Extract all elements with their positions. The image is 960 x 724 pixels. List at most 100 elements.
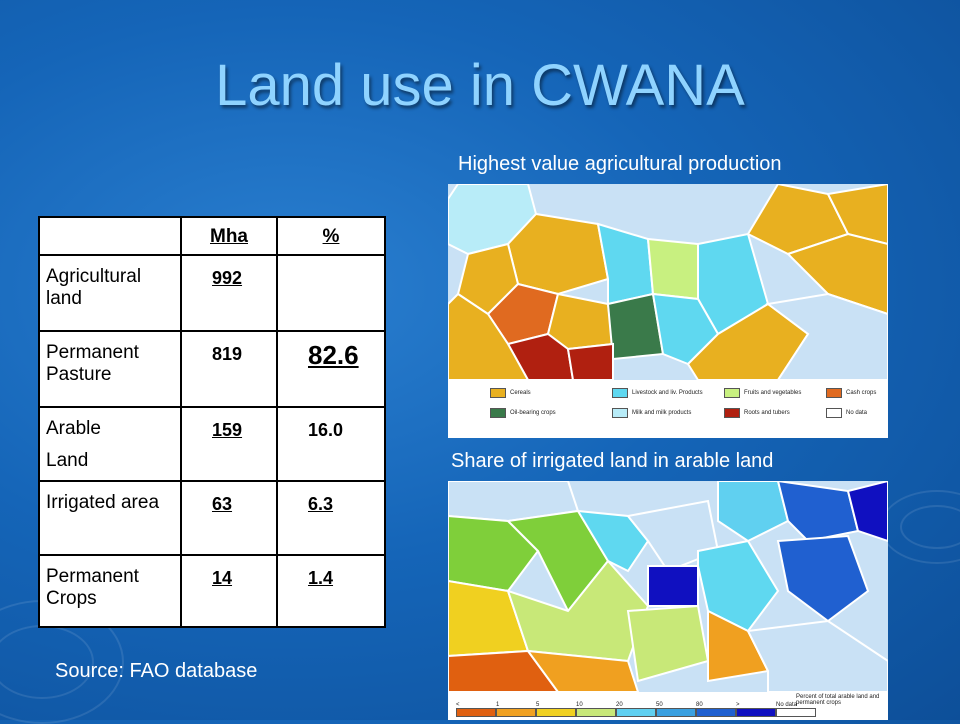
row-pct: 1.4 (276, 554, 386, 628)
legend-swatch (724, 388, 740, 398)
map-region (846, 481, 888, 543)
legend-label: Fruits and vegetables (744, 390, 802, 396)
map1-regions (448, 184, 888, 381)
scale-label: > (736, 702, 740, 708)
scale-swatch (496, 708, 536, 717)
scale-labels: < 1 5 10 20 50 80 > No data (456, 702, 816, 708)
row-label: Permanent Crops (38, 554, 182, 628)
legend-item: Roots and tubers (724, 408, 790, 418)
scale-label: 5 (536, 702, 540, 708)
scale-label: 1 (496, 702, 500, 708)
row-mha: 159 (180, 406, 278, 482)
table-header-cell (38, 216, 182, 256)
map-region (765, 292, 888, 381)
map-region (448, 514, 540, 593)
scale-label: < (456, 702, 460, 708)
row-label: Agricultural land (38, 254, 182, 332)
legend-item: Cash crops (826, 388, 876, 398)
legend-item: Fruits and vegetables (724, 388, 801, 398)
map-region (646, 237, 699, 301)
map-region (786, 232, 888, 316)
row-pct: 6.3 (276, 480, 386, 556)
table-header-cell: % (276, 216, 386, 256)
legend-title: Percent of total arable land and permane… (796, 694, 880, 706)
map1-legend: Cereals Livestock and liv. Products Frui… (448, 380, 888, 438)
table-row: Agricultural land 992 (38, 254, 386, 332)
legend-swatch (612, 388, 628, 398)
legend-label: Livestock and liv. Products (632, 390, 703, 396)
legend-label: Milk and milk products (632, 410, 692, 416)
irrigated-share-map: Percent of total arable land and permane… (448, 481, 888, 720)
map-region (776, 534, 870, 623)
legend-label: Cash crops (846, 390, 877, 396)
scale-label: No data (776, 702, 798, 708)
legend-item: Livestock and liv. Products (612, 388, 703, 398)
row-pct: 16.0 (276, 406, 386, 482)
map-region (566, 342, 614, 381)
color-scale (456, 708, 816, 717)
scale-swatch (576, 708, 616, 717)
map2-regions (448, 481, 888, 693)
legend-swatch (490, 408, 506, 418)
row-mha: 992 (180, 254, 278, 332)
slide-title: Land use in CWANA (215, 53, 745, 118)
scale-swatch (456, 708, 496, 717)
legend-swatch (724, 408, 740, 418)
map-region (776, 481, 860, 543)
row-mha: 63 (180, 480, 278, 556)
scale-swatch (656, 708, 696, 717)
row-label: Permanent Pasture (38, 330, 182, 408)
legend-label: Oil-bearing crops (510, 410, 556, 416)
legend-label: No data (846, 410, 868, 416)
row-pct: 82.6 (276, 330, 386, 408)
table-header-cell: Mha (180, 216, 278, 256)
legend-item: No data (826, 408, 867, 418)
row-mha: 14 (180, 554, 278, 628)
map-region (596, 222, 655, 306)
scale-swatch (616, 708, 656, 717)
map-region (826, 184, 888, 246)
map-region (707, 609, 770, 683)
map-region (746, 619, 888, 693)
map-region (448, 579, 530, 658)
scale-swatch (736, 708, 776, 717)
legend-label: Cereals (510, 390, 531, 396)
scale-label: 10 (576, 702, 583, 708)
map1-caption: Highest value agricultural production (458, 153, 782, 175)
swirl-decoration (900, 505, 960, 549)
map2-caption: Share of irrigated land in arable land (451, 450, 774, 472)
table-header-row: Mha % (38, 216, 386, 256)
scale-label: 50 (656, 702, 663, 708)
legend-swatch (826, 388, 842, 398)
scale-swatch (536, 708, 576, 717)
legend-swatch (612, 408, 628, 418)
map2-legend: Percent of total arable land and permane… (448, 692, 888, 720)
scale-label: 80 (696, 702, 703, 708)
map-region (717, 481, 790, 543)
map-region (626, 499, 720, 573)
map-region (576, 509, 650, 573)
agricultural-production-map: Cereals Livestock and liv. Products Frui… (448, 184, 888, 438)
table-row: Arable Land 159 16.0 (38, 406, 386, 482)
legend-item: Milk and milk products (612, 408, 691, 418)
row-label: Irrigated area (38, 480, 182, 556)
table-row: Permanent Pasture 819 82.6 (38, 330, 386, 408)
legend-swatch (490, 388, 506, 398)
row-label: Arable Land (38, 406, 182, 482)
row-pct (276, 254, 386, 332)
legend-item: Cereals (490, 388, 531, 398)
land-use-table: Mha % Agricultural land 992 Permanent Pa… (38, 216, 386, 628)
map-region (626, 604, 710, 683)
row-label-line: Arable (46, 418, 101, 439)
legend-label: Roots and tubers (744, 410, 790, 416)
source-note: Source: FAO database (55, 660, 258, 682)
table-row: Irrigated area 63 6.3 (38, 480, 386, 556)
map-region (647, 565, 699, 607)
legend-item: Oil-bearing crops (490, 408, 556, 418)
legend-swatch (826, 408, 842, 418)
row-label-line: Land (46, 450, 89, 471)
table-row: Permanent Crops 14 1.4 (38, 554, 386, 628)
scale-label: 20 (616, 702, 623, 708)
scale-swatch (696, 708, 736, 717)
scale-swatch (776, 708, 816, 717)
